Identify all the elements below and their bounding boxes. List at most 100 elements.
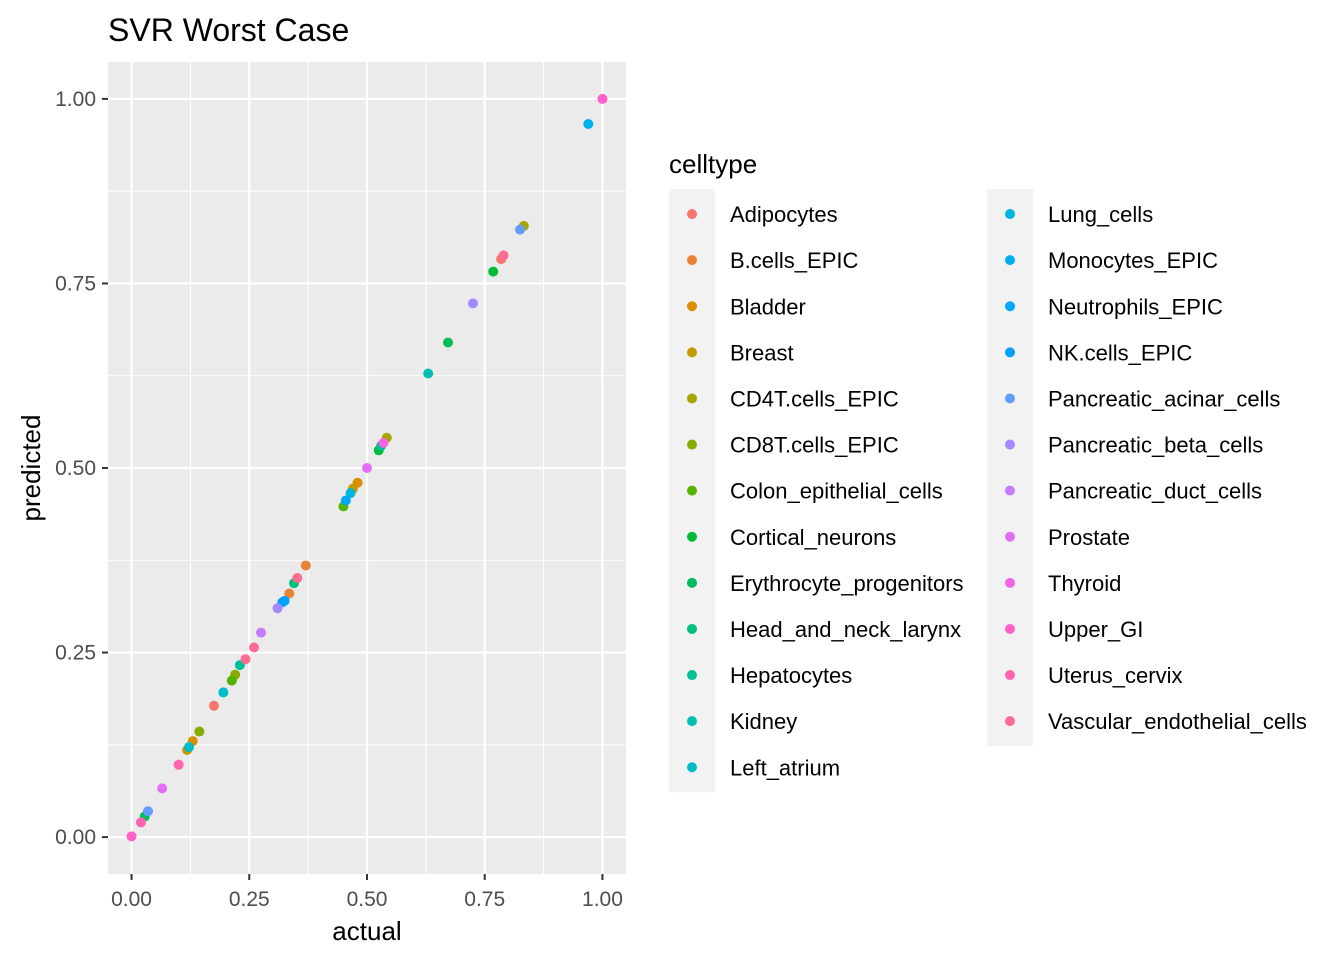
legend-label: Hepatocytes <box>730 663 852 688</box>
data-point <box>157 783 168 794</box>
legend-label: Uterus_cervix <box>1048 663 1182 688</box>
legend-label: Vascular_endothelial_cells <box>1048 709 1307 734</box>
legend-key <box>687 255 697 266</box>
legend-key <box>687 762 697 773</box>
y-tick-label: 0.25 <box>55 642 96 665</box>
legend-key <box>687 301 697 312</box>
data-point <box>248 642 259 653</box>
data-point <box>173 759 184 770</box>
legend-key <box>1005 393 1015 404</box>
legend-label: Bladder <box>730 294 806 319</box>
legend-label: Adipocytes <box>730 202 838 227</box>
legend-label: B.cells_EPIC <box>730 248 858 273</box>
legend-label: NK.cells_EPIC <box>1048 340 1192 365</box>
legend-key <box>1005 716 1015 727</box>
data-point <box>498 250 509 261</box>
data-point <box>292 572 303 583</box>
legend-key <box>687 485 697 496</box>
legend-label: Cortical_neurons <box>730 525 896 550</box>
legend-key <box>1005 209 1015 220</box>
legend-key-background <box>987 189 1033 747</box>
legend-key <box>687 347 697 358</box>
x-tick-label: 0.25 <box>229 888 270 911</box>
legend-key <box>1005 577 1015 588</box>
legend-label: Lung_cells <box>1048 202 1153 227</box>
legend-label: Colon_epithelial_cells <box>730 479 943 504</box>
legend-key <box>687 439 697 450</box>
legend-key <box>1005 670 1015 681</box>
data-point <box>256 627 267 638</box>
legend-key <box>687 393 697 404</box>
data-point <box>226 675 237 686</box>
legend-key <box>687 670 697 681</box>
y-axis-label: predicted <box>16 415 46 522</box>
legend: celltype Adipocytes B.cells_EPIC Bladder Br… <box>669 149 1307 793</box>
x-tick-label: 1.00 <box>582 888 623 911</box>
data-point <box>279 595 290 606</box>
legend-key <box>1005 485 1015 496</box>
legend-key <box>1005 623 1015 634</box>
legend-title: celltype <box>669 149 757 179</box>
legend-key <box>687 623 697 634</box>
y-tick-label: 1.00 <box>55 88 96 111</box>
data-point <box>345 488 356 499</box>
data-point <box>423 368 434 379</box>
data-point <box>284 588 295 599</box>
legend-label: Pancreatic_beta_cells <box>1048 433 1263 458</box>
data-point <box>218 687 229 698</box>
legend-key <box>1005 301 1015 312</box>
legend-label: Breast <box>730 340 794 365</box>
legend-label: CD8T.cells_EPIC <box>730 433 899 458</box>
legend-key <box>1005 439 1015 450</box>
x-tick-label: 0.00 <box>111 888 152 911</box>
data-point <box>442 337 453 348</box>
y-tick-label: 0.75 <box>55 272 96 295</box>
x-axis: 0.00 0.25 0.50 0.75 1.00 <box>111 874 623 911</box>
legend-label: Pancreatic_duct_cells <box>1048 479 1262 504</box>
legend-key <box>687 531 697 542</box>
legend-label: Prostate <box>1048 525 1130 550</box>
legend-key <box>687 716 697 727</box>
legend-key <box>1005 347 1015 358</box>
y-axis: 0.00 0.25 0.50 0.75 1.00 <box>55 88 108 849</box>
legend-label: Monocytes_EPIC <box>1048 248 1218 273</box>
x-tick-label: 0.50 <box>347 888 388 911</box>
data-point <box>208 700 219 711</box>
data-point <box>183 742 194 753</box>
legend-label: Thyroid <box>1048 571 1121 596</box>
legend-key <box>1005 255 1015 266</box>
legend-label: Upper_GI <box>1048 617 1143 642</box>
data-point <box>362 463 372 473</box>
legend-key <box>687 577 697 588</box>
data-point <box>378 437 389 448</box>
legend-label: Kidney <box>730 709 797 734</box>
data-point <box>240 654 251 665</box>
data-point <box>194 726 205 737</box>
y-tick-label: 0.00 <box>55 826 96 849</box>
data-point <box>597 93 608 104</box>
data-point <box>515 224 526 235</box>
data-point <box>467 298 478 309</box>
legend-label: Pancreatic_acinar_cells <box>1048 386 1280 411</box>
data-point <box>135 817 146 828</box>
chart-title: SVR Worst Case <box>108 12 349 48</box>
legend-label: CD4T.cells_EPIC <box>730 386 899 411</box>
data-point <box>300 560 311 571</box>
data-point <box>583 119 594 130</box>
y-tick-label: 0.50 <box>55 457 96 480</box>
legend-label: Left_atrium <box>730 755 840 780</box>
legend-label: Neutrophils_EPIC <box>1048 294 1223 319</box>
legend-key <box>687 209 697 220</box>
data-points <box>126 93 608 842</box>
x-axis-label: actual <box>332 916 401 946</box>
legend-label: Head_and_neck_larynx <box>730 617 961 642</box>
data-point <box>340 495 351 506</box>
legend-key <box>1005 531 1015 542</box>
data-point <box>272 603 283 614</box>
data-point <box>143 806 154 817</box>
legend-label: Erythrocyte_progenitors <box>730 571 964 596</box>
data-point <box>488 266 499 277</box>
data-point <box>126 831 137 842</box>
x-tick-label: 0.75 <box>464 888 505 911</box>
